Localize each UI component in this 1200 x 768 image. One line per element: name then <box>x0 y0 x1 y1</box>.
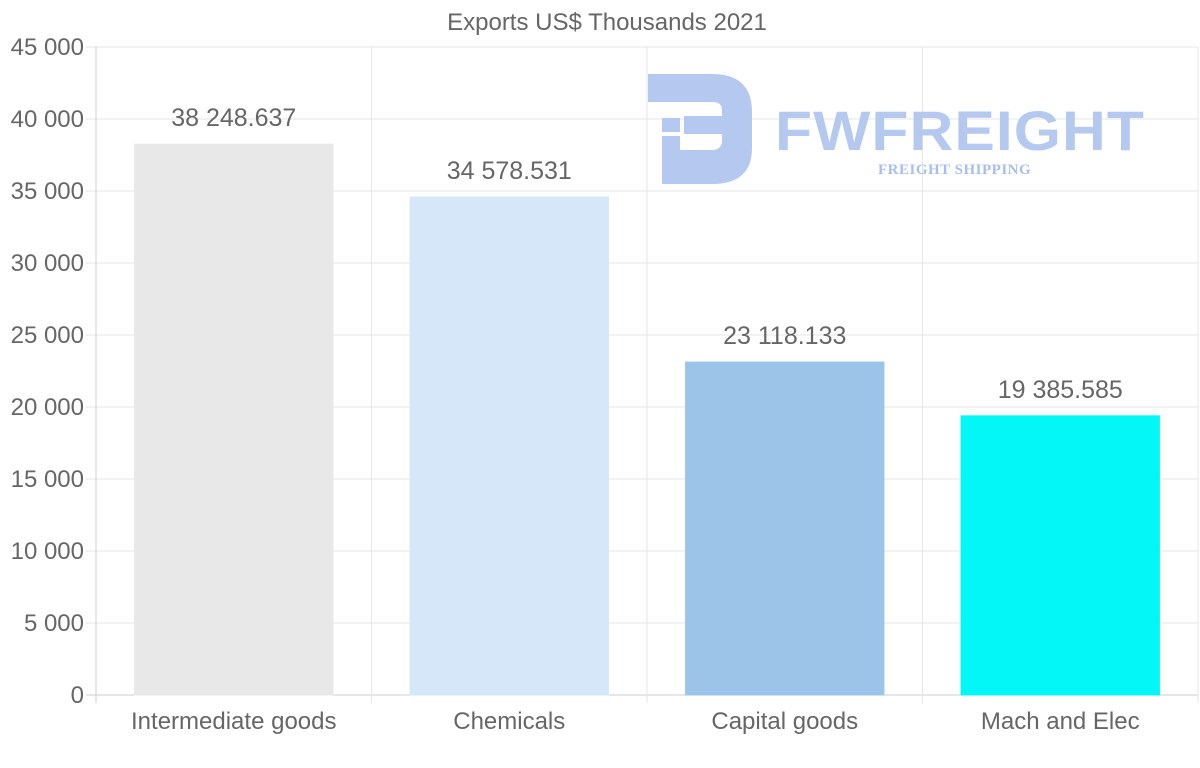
bars-layer: 38 248.637 34 578.531 23 118.133 19 385.585 <box>134 104 1160 696</box>
bar[interactable] <box>960 415 1160 696</box>
x-tick-label: Intermediate goods <box>131 708 336 735</box>
data-label: 19 385.585 <box>998 376 1123 404</box>
bar[interactable] <box>409 196 609 696</box>
y-tick-label: 20 000 <box>11 394 84 421</box>
y-tick-label: 0 <box>71 682 84 709</box>
data-label: 38 248.637 <box>171 104 296 132</box>
bar[interactable] <box>685 361 885 696</box>
axis-layer: 0 5 000 10 000 15 000 20 000 25 000 30 000 35 0… <box>11 34 1140 735</box>
y-tick-label: 40 000 <box>11 106 84 133</box>
y-tick-label: 10 000 <box>11 538 84 565</box>
y-tick-label: 25 000 <box>11 322 84 349</box>
y-tick-label: 45 000 <box>11 34 84 61</box>
bar[interactable] <box>134 143 334 696</box>
fw-logo-icon <box>648 74 752 184</box>
watermark-tagline: FREIGHT SHIPPING <box>878 162 1031 178</box>
y-tick-label: 5 000 <box>24 610 84 637</box>
x-tick-label: Mach and Elec <box>981 708 1140 735</box>
y-tick-label: 30 000 <box>11 250 84 277</box>
y-tick-label: 35 000 <box>11 178 84 205</box>
chart-title: Exports US$ Thousands 2021 <box>447 9 767 36</box>
data-label: 23 118.133 <box>723 322 846 350</box>
x-tick-label: Chemicals <box>453 708 565 735</box>
data-label: 34 578.531 <box>447 157 572 185</box>
y-tick-label: 15 000 <box>11 466 84 493</box>
x-tick-label: Capital goods <box>711 708 858 735</box>
watermark-logo: FWFREIGHT FREIGHT SHIPPING <box>648 74 1145 184</box>
watermark-brand: FWFREIGHT <box>775 99 1145 162</box>
